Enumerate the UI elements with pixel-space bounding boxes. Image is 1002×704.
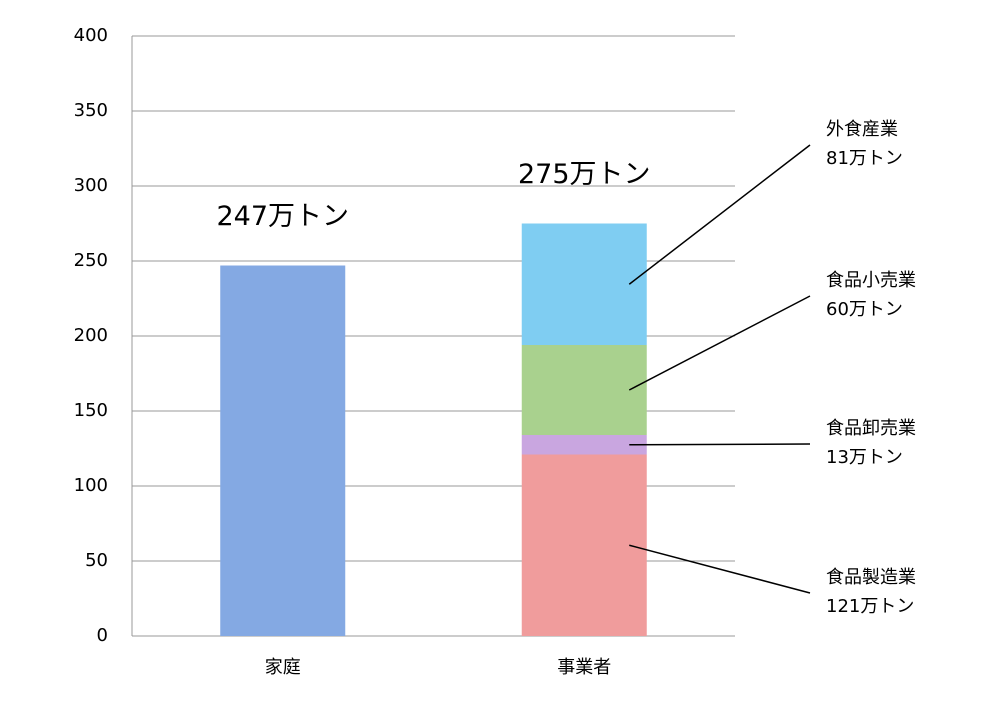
y-tick-label: 200 (74, 325, 108, 346)
y-tick-label: 0 (97, 625, 108, 646)
callout-value: 60万トン (826, 299, 903, 320)
bar-segment (521, 345, 647, 435)
total-label: 275万トン (518, 159, 651, 190)
total-label: 247万トン (216, 201, 349, 232)
bar-segment (521, 454, 647, 636)
callout-value: 81万トン (826, 148, 903, 169)
leader-line (628, 295, 811, 391)
y-tick-label: 50 (85, 550, 108, 571)
callout-name: 外食産業 (826, 119, 898, 140)
y-tick-label: 150 (74, 400, 108, 421)
y-tick-label: 300 (74, 175, 108, 196)
leader-line (629, 544, 811, 594)
leader-line (628, 144, 811, 285)
y-tick-label: 400 (74, 25, 108, 46)
bar-segment (220, 265, 346, 636)
callout-name: 食品製造業 (826, 567, 916, 588)
callout-value: 13万トン (826, 447, 903, 468)
y-tick-label: 250 (74, 250, 108, 271)
x-tick-label: 事業者 (557, 657, 611, 678)
callout-name: 食品卸売業 (826, 418, 916, 439)
leader-line (629, 443, 811, 446)
bar-segment (521, 223, 647, 345)
y-tick-label: 350 (74, 100, 108, 121)
callout-name: 食品小売業 (826, 270, 916, 291)
x-tick-label: 家庭 (265, 657, 301, 678)
callout-value: 121万トン (826, 596, 914, 617)
y-tick-label: 100 (74, 475, 108, 496)
bar-segment (521, 435, 647, 455)
